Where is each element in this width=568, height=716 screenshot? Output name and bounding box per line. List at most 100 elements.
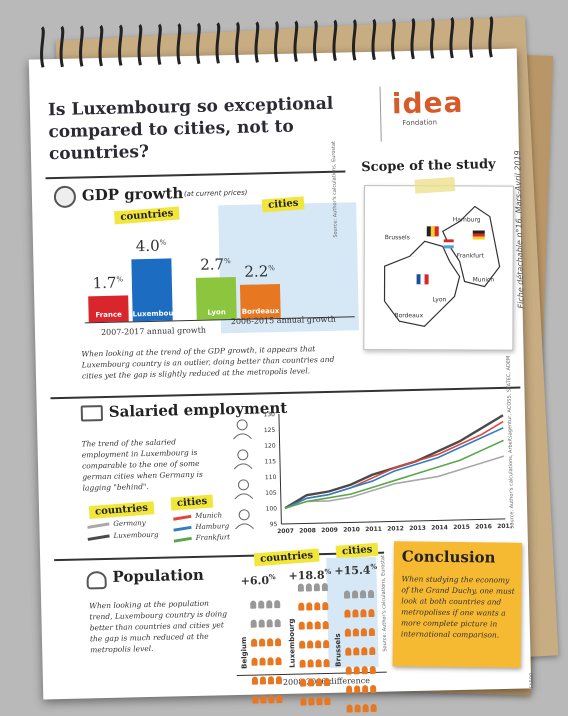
gdp-countries-period: 2007-2017 annual growth [100,325,207,338]
legend-swatch-germany [87,522,110,529]
spiral-ring [449,16,455,59]
population-pictogram-luxembourg [297,577,334,716]
legend-swatch-munich [173,514,192,521]
spiral-ring [59,25,65,68]
spiral-ring [312,20,318,62]
x-tick-label: 2014 [431,524,448,531]
conclusion-title: Conclusion [401,547,496,567]
spiral-ring [137,24,143,66]
population-pictogram-belgium [249,594,286,709]
x-tick-label: 2009 [321,527,338,534]
gdp-bar-label: Lyon [207,308,226,317]
map-label-frankfurt: Frankfurt [456,252,484,260]
x-tick-label: 2017 [497,523,512,530]
gdp-bar-fill: Bordeaux [239,283,281,319]
spiral-ring [118,24,123,66]
gdp-bar-value-label: 1.7% [92,273,124,292]
spiral-ring [176,23,182,65]
x-tick-label: 2008 [299,527,316,534]
map-label-lyon: Lyon [432,296,447,304]
gdp-countries-tag: countries [113,206,180,225]
y-tick-label: 115 [264,458,276,465]
population-value-text: +15.4 [334,563,371,578]
gdp-bar-value: 2.2 [244,262,269,281]
series-line-luxembourg [284,414,504,510]
gdp-bar-label: Luxembourg [132,309,182,319]
series-line-hamburg [284,427,504,509]
x-tick-label: 2012 [387,525,404,532]
title-line-2: compared to cities, not to countries? [48,116,294,165]
y-tick-label: 130 [263,411,275,418]
spiral-ring [293,20,299,62]
map-label-hamburg: Hamburg [452,216,481,224]
legend-label-hamburg: Hamburg [195,522,230,531]
spiral-binding [40,16,494,68]
coins-icon [53,185,77,209]
gdp-bar-label: France [95,310,122,320]
population-value-belgium: +6.0% [240,572,276,588]
population-label-brussels: Brussels [333,633,343,667]
spiral-ring [196,22,201,65]
x-tick-label: 2011 [365,526,382,533]
y-axis [278,414,282,525]
gdp-bar-value: 4.0 [135,236,160,256]
scope-map: Hamburg Brussels Frankfurt Munich Lyon Bordea… [363,177,514,351]
legend-label-luxembourg: Luxembourg [113,530,159,540]
gdp-bar-france: France 1.7% [85,227,131,323]
gdp-bar-value-label: 2.2% [244,262,275,281]
population-label-luxembourg: Luxembourg [287,618,297,668]
spiral-ring [235,21,240,64]
map-label-brussels: Brussels [384,234,410,242]
briefcase-icon [80,405,104,422]
notebook-page: Fiche détachable n°16, Mars-Avril 2019 I… [28,16,535,716]
gdp-bar-fill: Luxembourg [131,258,182,322]
legend-swatch-frankfurt [173,536,192,543]
family-icon [86,570,107,590]
y-tick-label: 105 [265,490,277,497]
map-label-bordeaux: Bordeaux [394,312,424,320]
x-tick-label: 2010 [343,526,360,533]
footer-code: FAR90 [528,672,536,689]
gdp-bar-label: Bordeaux [241,306,280,316]
spiral-ring [273,20,279,63]
employment-countries-tag: countries [88,501,155,520]
population-value-text: +6.0 [240,573,270,588]
map-city-labels: Hamburg Brussels Frankfurt Munich Lyon Bordea… [364,216,512,356]
legend-swatch-hamburg [173,525,192,532]
population-source: Source: Author's calculations, Eurostat [380,554,389,652]
employment-text: The trend of the salaried employment in … [81,437,203,493]
gdp-bar-lyon: Lyon 2.7% [193,225,239,320]
gdp-bar-value-label: 2.7% [200,255,231,274]
population-value-brussels: +15.4% [334,561,378,578]
population-countries-tag: countries [253,548,320,567]
y-tick-label: 100 [266,505,278,512]
tape [414,177,456,194]
gdp-subtitle: (at current prices) [183,188,248,199]
spiral-ring [468,16,474,58]
y-tick-label: 120 [264,443,276,450]
spiral-ring [410,17,416,60]
legend-label-munich: Munich [195,511,223,520]
gdp-bar-bordeaux: Bordeaux 2.2% [237,224,283,319]
gdp-bar-value: 2.7 [200,255,225,274]
y-tick-label: 95 [270,521,278,528]
x-tick-label: 2016 [475,523,492,530]
map-label-munich: Munich [472,276,495,284]
spiral-ring [40,26,45,68]
title-divider [379,86,382,142]
y-tick-label: 110 [265,474,277,481]
gdp-bar-value-label: 4.0% [135,236,167,256]
spiral-ring [79,25,84,67]
spiral-ring [488,16,494,58]
x-tick-label: 2013 [409,525,426,532]
gdp-title: GDP growth [81,184,184,205]
employment-cities-tag: cities [170,494,214,511]
gdp-bar-fill: France [88,295,129,323]
series-line-frankfurt [284,439,504,509]
gdp-bar-fill: Lyon [195,277,237,320]
employment-line-chart: 95 100 105 110 115 120 125 130 2007 2008 2009 2010 2… [263,411,512,535]
x-tick-label: 2007 [277,528,294,535]
scope-title: Scope of the study [361,157,496,176]
population-text: When looking at the population trend, Lu… [89,598,228,655]
legend-label-germany: Germany [113,519,146,528]
